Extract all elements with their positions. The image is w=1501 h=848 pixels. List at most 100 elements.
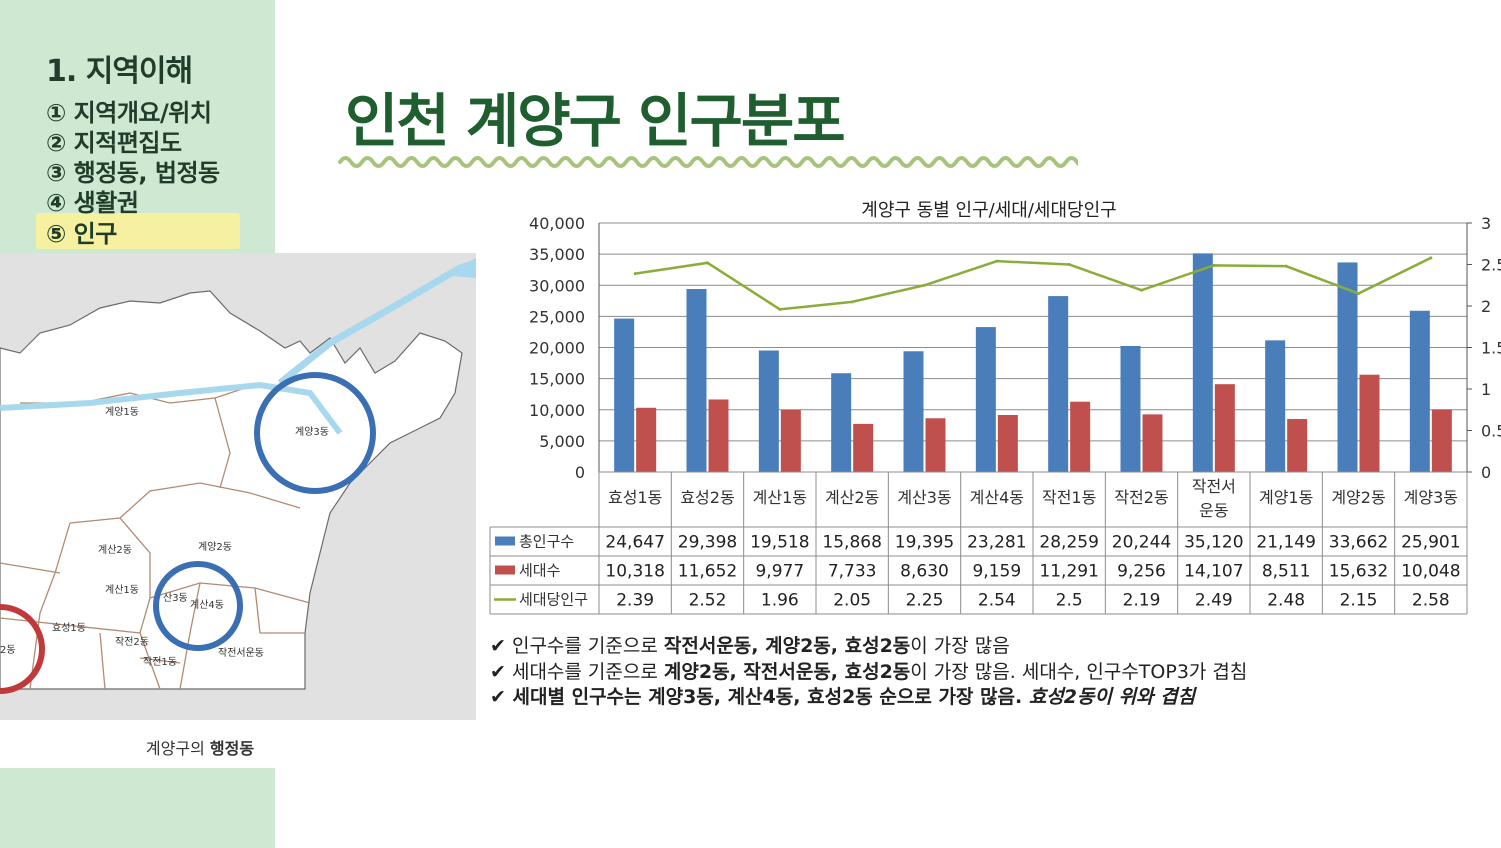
menu-item-districts[interactable]: ③ 행정동, 법정동: [46, 159, 220, 187]
menu-item-overview[interactable]: ① 지역개요/위치: [46, 99, 212, 127]
check-icon: ✔: [490, 635, 506, 657]
highlight-circle-blue: [153, 561, 243, 651]
data-label: 7,733: [828, 562, 877, 582]
map-label: 작전서운동: [218, 647, 264, 659]
bar-total-population: [1048, 296, 1069, 472]
data-label: 9,977: [755, 562, 804, 582]
y-right-tick-label: 2: [1481, 297, 1491, 316]
y-right-tick-label: 1: [1481, 380, 1491, 399]
bar-households: [708, 399, 729, 472]
bar-households: [997, 414, 1018, 472]
data-label: 15,632: [1329, 562, 1388, 582]
menu-item-living-area[interactable]: ④ 생활권: [46, 189, 139, 217]
data-label: 25,901: [1401, 533, 1460, 553]
x-category-label: 작전서: [1192, 477, 1236, 496]
line-point: [1140, 288, 1143, 292]
map-label: 2동: [0, 644, 16, 656]
legend-label: 총인구수: [519, 533, 574, 551]
x-category-label: 계산4동: [970, 488, 1024, 507]
data-label: 8,511: [1262, 562, 1311, 582]
y-right-tick-label: 0.5: [1481, 422, 1501, 441]
bar-total-population: [831, 373, 852, 472]
data-label: 28,259: [1039, 533, 1098, 553]
map-footer: [0, 720, 476, 768]
line-point: [1357, 292, 1360, 296]
bar-households: [1359, 374, 1380, 472]
map-label: 계양2동: [198, 541, 232, 553]
data-label: 11,652: [678, 562, 737, 582]
data-label: 2.52: [689, 591, 727, 611]
line-point: [1212, 263, 1216, 267]
bar-households: [1142, 414, 1163, 472]
data-label: 10,318: [605, 562, 664, 582]
data-label: 21,149: [1256, 533, 1315, 553]
data-label: 2.5: [1056, 591, 1083, 611]
map-label: 계산2동: [98, 544, 132, 556]
x-category-label: 계산1동: [753, 488, 807, 507]
y-left-tick-label: 15,000: [529, 370, 585, 389]
bar-households: [780, 409, 801, 472]
highlight-circle-blue: [254, 372, 376, 494]
line-point: [1429, 256, 1433, 260]
map-label: 효성1동: [52, 622, 86, 634]
data-label: 8,630: [900, 562, 949, 582]
data-label: 11,291: [1039, 562, 1098, 582]
data-label: 20,244: [1112, 533, 1171, 553]
note-line: ✔ 세대수를 기준으로 계양2동, 작전서운동, 효성2동이 가장 많음. 세대…: [490, 657, 1247, 684]
y-left-tick-label: 5,000: [539, 432, 585, 451]
data-label: 19,395: [895, 533, 954, 553]
map-caption-prefix: 계양구의: [145, 739, 205, 758]
data-label: 2.48: [1267, 591, 1305, 611]
x-category-label: 계산3동: [897, 488, 951, 507]
data-label: 15,868: [822, 533, 881, 553]
bar-total-population: [614, 318, 635, 472]
data-label: 14,107: [1184, 562, 1243, 582]
y-right-tick-label: 1.5: [1481, 339, 1501, 358]
bar-total-population: [1192, 253, 1213, 472]
map-caption: 계양구의 행정동: [0, 735, 400, 759]
check-icon: ✔: [490, 686, 506, 708]
line-point: [995, 259, 999, 263]
map-caption-bold: 행정동: [209, 739, 255, 758]
line-point: [923, 283, 926, 287]
map-label: 계산4동: [190, 599, 224, 611]
menu-item-cadastral-map[interactable]: ② 지적편집도: [46, 129, 182, 157]
menu-item-population[interactable]: ⑤ 인구: [46, 220, 117, 248]
data-label: 2.15: [1340, 591, 1378, 611]
line-point: [1067, 263, 1071, 266]
page-title: 인천 계양구 인구분포: [345, 87, 846, 155]
line-point: [1284, 264, 1288, 268]
map-label: 계양1동: [105, 406, 139, 418]
x-category-label: 계양3동: [1404, 488, 1458, 507]
bar-households: [636, 407, 657, 472]
bar-households: [853, 423, 874, 472]
highlight-circle-red: [0, 604, 45, 694]
y-right-tick-label: 3: [1481, 214, 1491, 233]
note-bold: 작전서운동, 계양2동, 효성2동: [663, 635, 911, 657]
bar-households: [925, 418, 946, 472]
y-right-tick-label: 2.5: [1481, 256, 1501, 275]
note-line: ✔ 인구수를 기준으로 작전서운동, 계양2동, 효성2동이 가장 많음: [490, 631, 1010, 658]
data-label: 2.49: [1195, 591, 1233, 611]
population-chart: 계양구 동별 인구/세대/세대당인구 40,00035,00030,00025,…: [489, 200, 1501, 615]
x-category-label: 계산2동: [825, 488, 879, 507]
x-category-label: 계양1동: [1259, 488, 1313, 507]
data-label: 2.19: [1123, 591, 1161, 611]
bar-households: [1431, 409, 1452, 472]
y-left-tick-label: 0: [575, 463, 585, 482]
y-left-tick-label: 10,000: [529, 401, 585, 420]
legend-label: 세대당인구: [519, 591, 588, 609]
check-icon: ✔: [490, 661, 506, 683]
map-label: 계산1동: [105, 584, 139, 596]
data-label: 2.39: [616, 591, 654, 611]
line-point: [778, 307, 782, 311]
note-text: 인구수를 기준으로: [505, 635, 664, 657]
map-label: 작전1동: [143, 656, 177, 668]
note-bold: 세대별 인구수는 계양3동, 계산4동, 효성2동 순으로 가장 많음.: [505, 686, 1023, 708]
x-category-label: 효성2동: [680, 488, 734, 507]
data-label: 9,256: [1117, 562, 1166, 582]
legend-label: 세대수: [519, 562, 560, 580]
data-label: 19,518: [750, 533, 809, 553]
line-point: [706, 261, 709, 265]
data-label: 2.58: [1412, 591, 1450, 611]
